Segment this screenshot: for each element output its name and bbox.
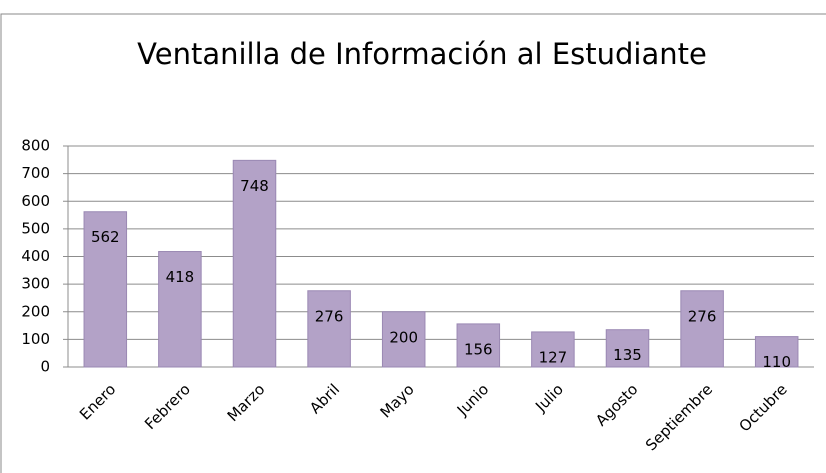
y-tick-label: 700 (21, 164, 50, 182)
x-tick-label: Abril (306, 380, 343, 417)
y-tick-label: 0 (40, 358, 50, 376)
chart-title: Ventanilla de Información al Estudiante (137, 37, 707, 71)
bar (158, 251, 202, 368)
data-label: 200 (389, 328, 418, 346)
x-tick-label: Agosto (592, 380, 641, 429)
x-tick-label: Octubre (736, 380, 791, 435)
x-tick-label: Junio (453, 380, 492, 419)
bar (456, 323, 501, 368)
y-tick-label: 600 (21, 192, 50, 210)
data-label: 135 (613, 346, 642, 364)
bar (83, 211, 128, 368)
x-tick-label: Julio (531, 380, 567, 416)
y-tick-label: 800 (21, 137, 50, 155)
y-tick-label: 500 (21, 219, 50, 237)
data-label: 110 (762, 353, 791, 371)
y-tick-label: 400 (21, 247, 50, 265)
data-label: 748 (240, 177, 269, 195)
data-label: 276 (688, 307, 717, 325)
data-label: 276 (315, 307, 344, 325)
x-tick-label: Febrero (141, 380, 194, 433)
chart-frame (0, 13, 826, 473)
bar (754, 336, 799, 368)
y-tick-label: 300 (21, 275, 50, 293)
x-tick-label: Mayo (377, 380, 418, 421)
bar (307, 290, 351, 368)
bar (381, 311, 426, 368)
data-label: 156 (464, 340, 493, 358)
data-label: 127 (539, 348, 568, 366)
data-label: 562 (91, 228, 120, 246)
bar (531, 331, 575, 368)
x-tick-label: Enero (76, 380, 119, 423)
bar (232, 159, 277, 368)
bar (680, 290, 724, 368)
x-tick-label: Marzo (224, 380, 269, 425)
data-label: 418 (166, 268, 195, 286)
bar (605, 329, 650, 368)
y-tick-label: 200 (21, 302, 50, 320)
x-tick-label: Septiembre (642, 380, 716, 454)
y-tick-label: 100 (21, 330, 50, 348)
